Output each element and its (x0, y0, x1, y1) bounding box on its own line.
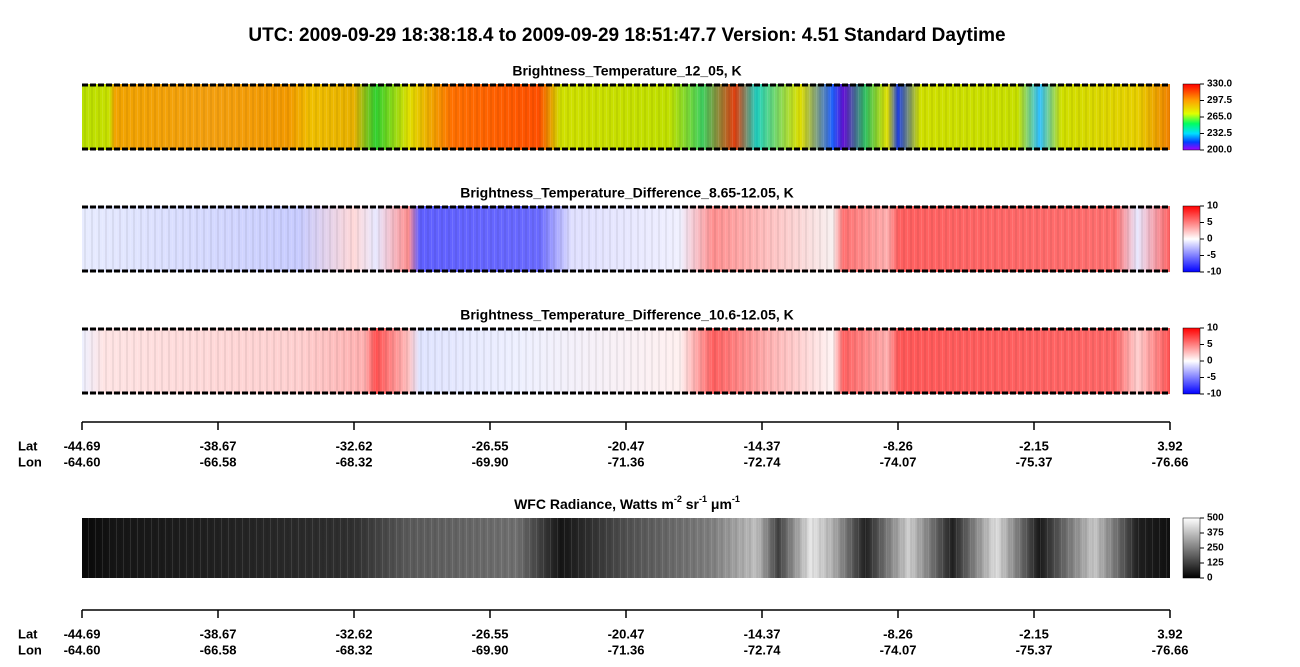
colorbar-label: 0 (1207, 573, 1213, 584)
title-part: WFC Radiance, Watts m (514, 496, 674, 512)
colorbar-label: -10 (1207, 389, 1222, 400)
panel-title: Brightness_Temperature_12_05, K (512, 63, 741, 79)
colorbar (1182, 327, 1201, 395)
lat-value: -38.67 (200, 626, 237, 641)
lon-value: -69.90 (472, 642, 509, 657)
lat-value: -14.37 (744, 438, 781, 453)
colorbar-label: 500 (1207, 513, 1224, 524)
panel: Brightness_Temperature_12_05, K (82, 63, 1201, 151)
colorbar-label: 0 (1207, 234, 1213, 245)
texture (82, 84, 1170, 150)
lat-label: Lat (18, 626, 38, 641)
lat-value: -38.67 (200, 438, 237, 453)
colorbar-label: 10 (1207, 323, 1219, 334)
colorbar-label: 10 (1207, 201, 1219, 212)
panel: WFC Radiance, Watts m-2 sr-1 μm-1 (82, 494, 1201, 579)
texture (82, 206, 1170, 272)
panel: Brightness_Temperature_Difference_8.65-1… (82, 185, 1201, 273)
title-sup: -1 (699, 494, 707, 504)
title-sup: -2 (674, 494, 682, 504)
panel-title: Brightness_Temperature_Difference_8.65-1… (460, 185, 794, 201)
colorbar-label: 297.5 (1207, 95, 1232, 106)
strip-borders (82, 83, 1170, 395)
lon-label: Lon (18, 642, 42, 657)
colorbar-label: 5 (1207, 339, 1213, 350)
lon-value: -74.07 (880, 642, 917, 657)
colorbar-label: 200.0 (1207, 145, 1232, 156)
lon-value: -68.32 (336, 454, 373, 469)
lat-value: -8.26 (883, 438, 913, 453)
colorbar-label: -5 (1207, 250, 1216, 261)
lat-value: -32.62 (336, 626, 373, 641)
colorbar-label: -5 (1207, 372, 1216, 383)
colorbar-label: 232.5 (1207, 128, 1232, 139)
lon-value: -72.74 (744, 642, 782, 657)
lat-value: -8.26 (883, 626, 913, 641)
lat-label: Lat (18, 438, 38, 453)
lat-value: 3.92 (1157, 626, 1182, 641)
lon-value: -75.37 (1016, 454, 1053, 469)
texture (82, 518, 1170, 578)
lon-value: -74.07 (880, 454, 917, 469)
title-part: μm (707, 496, 732, 512)
colorbar (1182, 517, 1201, 579)
colorbar (1182, 83, 1201, 151)
lat-value: -44.69 (64, 626, 101, 641)
lat-value: -26.55 (472, 438, 509, 453)
lat-value: -20.47 (608, 438, 645, 453)
lat-value: -26.55 (472, 626, 509, 641)
lon-label: Lon (18, 454, 42, 469)
lon-value: -66.58 (200, 454, 237, 469)
lat-value: -2.15 (1019, 438, 1049, 453)
title-sup: -1 (732, 494, 740, 504)
title-part: sr (682, 496, 700, 512)
lat-value: -44.69 (64, 438, 101, 453)
colorbar-label: 5 (1207, 217, 1213, 228)
lat-value: -2.15 (1019, 626, 1049, 641)
lon-value: -64.60 (64, 454, 101, 469)
lon-value: -64.60 (64, 642, 101, 657)
panel: Brightness_Temperature_Difference_10.6-1… (82, 307, 1201, 395)
lon-value: -76.66 (1152, 642, 1189, 657)
lat-value: 3.92 (1157, 438, 1182, 453)
texture (82, 328, 1170, 394)
lon-value: -75.37 (1016, 642, 1053, 657)
colorbar (1182, 205, 1201, 273)
lat-value: -20.47 (608, 626, 645, 641)
lon-value: -76.66 (1152, 454, 1189, 469)
figure-title: UTC: 2009-09-29 18:38:18.4 to 2009-09-29… (248, 25, 1005, 46)
colorbar-label: 265.0 (1207, 112, 1232, 123)
colorbar-label: 330.0 (1207, 79, 1232, 90)
panel-title: WFC Radiance, Watts m-2 sr-1 μm-1 (514, 494, 740, 511)
lat-value: -32.62 (336, 438, 373, 453)
lat-value: -14.37 (744, 626, 781, 641)
colorbar-label: 250 (1207, 543, 1224, 554)
colorbar-label: 0 (1207, 356, 1213, 367)
lon-value: -68.32 (336, 642, 373, 657)
panel-title: Brightness_Temperature_Difference_10.6-1… (460, 307, 794, 323)
colorbar-label: 375 (1207, 528, 1224, 539)
lon-value: -71.36 (608, 642, 645, 657)
colorbar-label: -10 (1207, 267, 1222, 278)
colorbar-label: 125 (1207, 558, 1224, 569)
lon-value: -66.58 (200, 642, 237, 657)
lon-value: -72.74 (744, 454, 782, 469)
lon-value: -69.90 (472, 454, 509, 469)
lon-value: -71.36 (608, 454, 645, 469)
